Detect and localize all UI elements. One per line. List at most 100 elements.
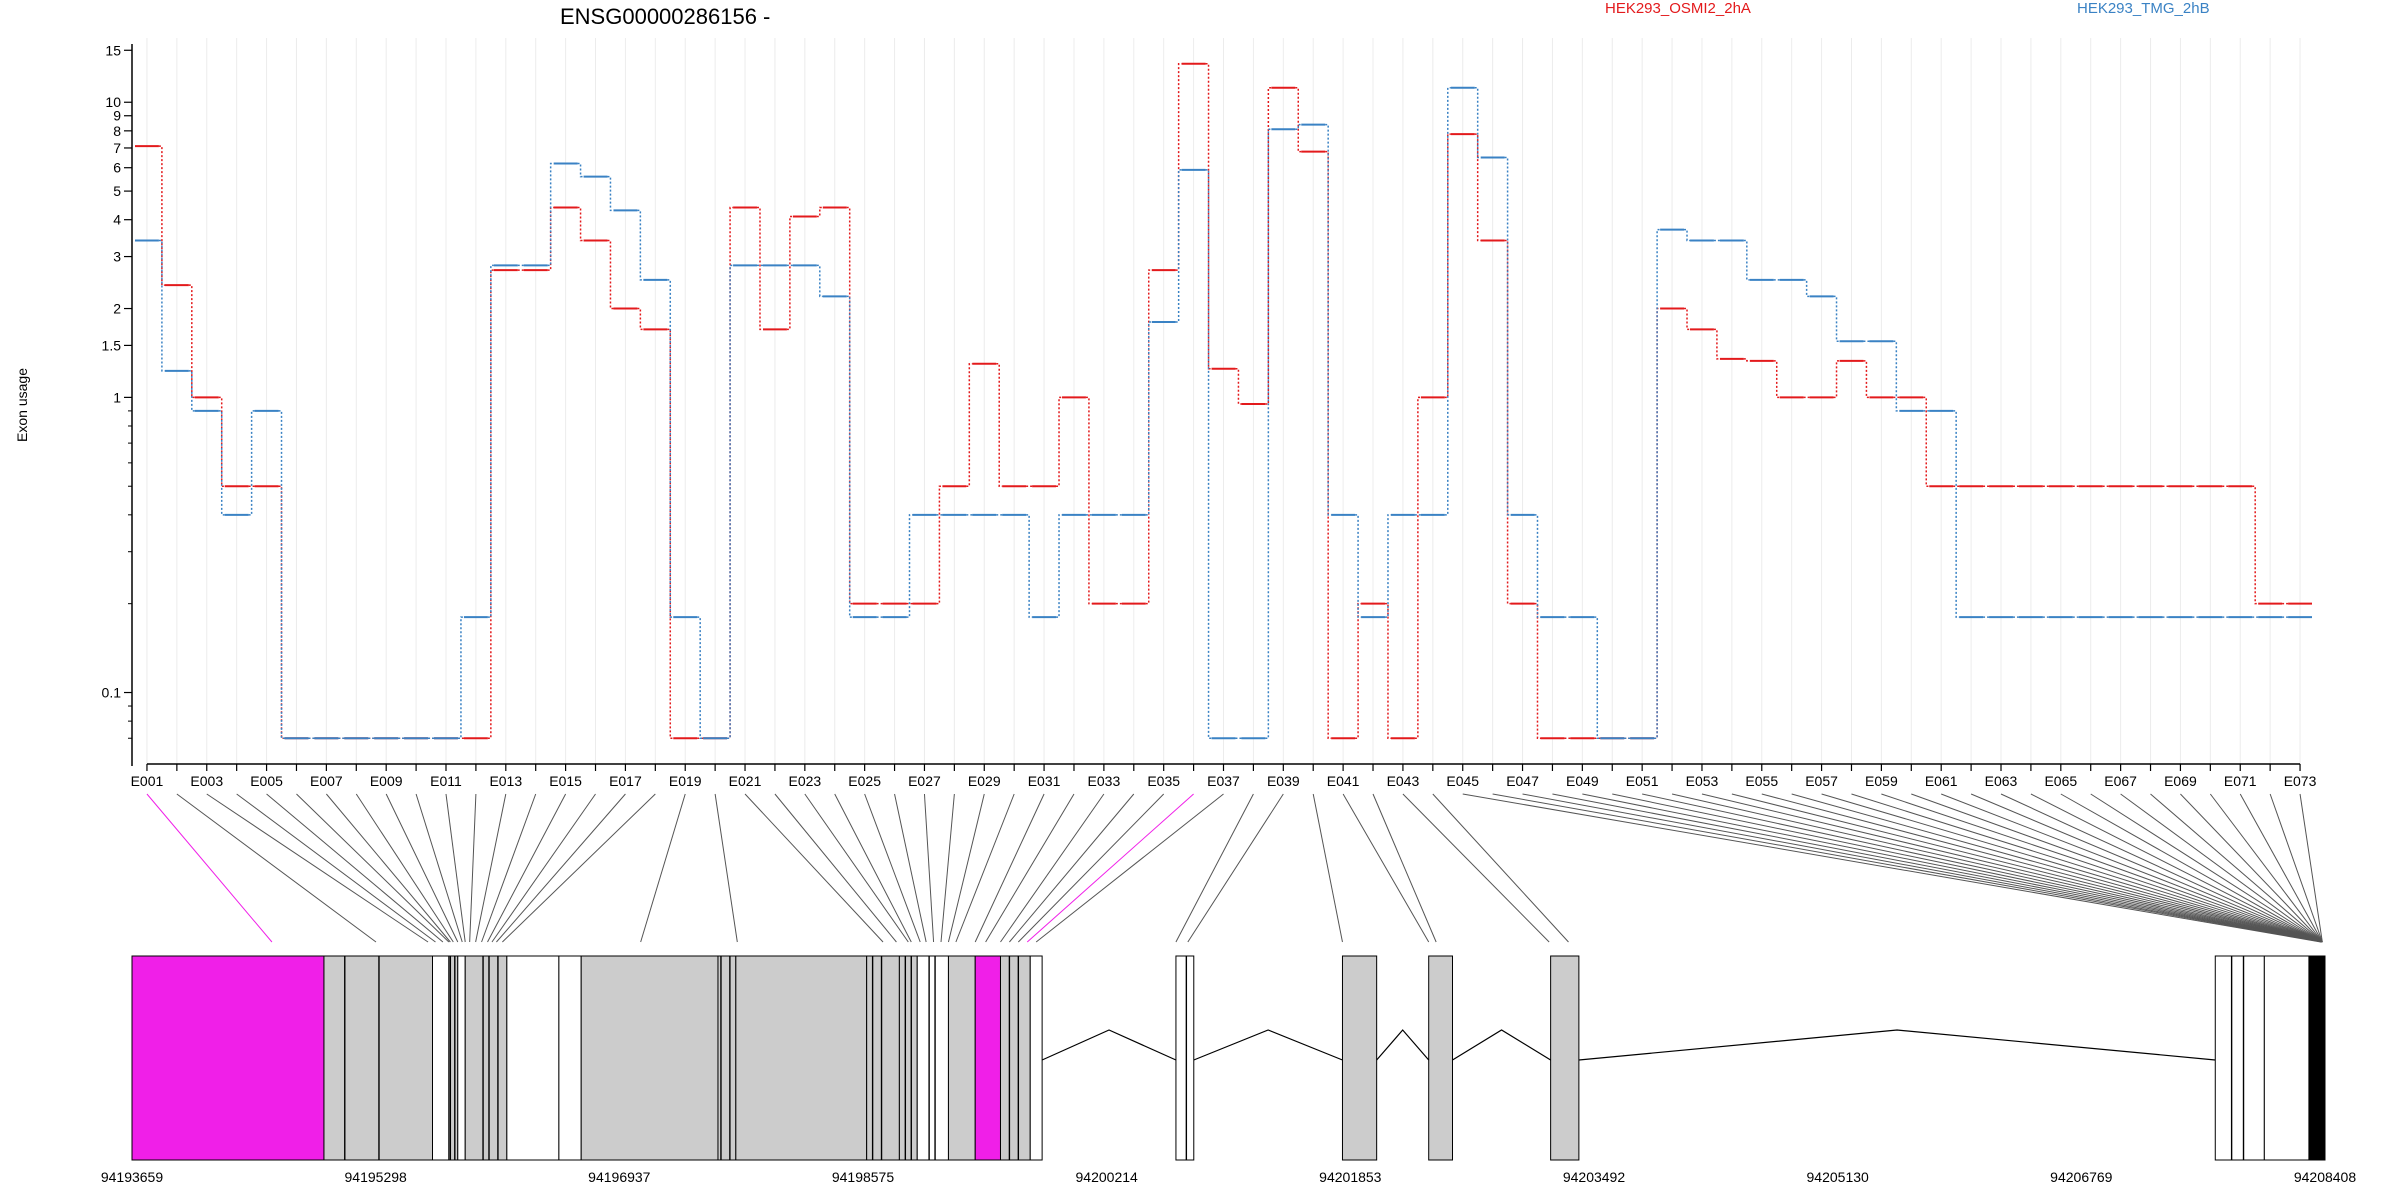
data-step xyxy=(1295,86,1302,153)
data-step xyxy=(1414,396,1421,739)
exon-block xyxy=(1550,955,1580,1161)
exon-connector xyxy=(894,793,927,943)
coordinate-label: 94206769 xyxy=(2050,1169,2113,1185)
exon-connector xyxy=(2239,793,2323,943)
exon-block xyxy=(2308,955,2326,1161)
x-tick-label: E039 xyxy=(1267,773,1300,789)
exon-connector xyxy=(496,793,626,943)
exon-block xyxy=(735,955,868,1161)
x-tick-label: E037 xyxy=(1207,773,1240,789)
exon-block xyxy=(1428,955,1453,1161)
exon-connector xyxy=(481,793,537,943)
x-tick-label: E021 xyxy=(729,773,762,789)
grid-lines xyxy=(146,38,2301,764)
data-step xyxy=(218,396,225,487)
x-tick-label: E007 xyxy=(310,773,343,789)
x-tick-label: E057 xyxy=(1805,773,1838,789)
series-lines xyxy=(135,62,2312,740)
exon-connector xyxy=(974,793,1045,943)
coordinate-label: 94200214 xyxy=(1076,1169,1139,1185)
data-step xyxy=(697,616,704,739)
data-step xyxy=(547,206,554,271)
x-tick-label: E017 xyxy=(609,773,642,789)
exon-connector xyxy=(1009,793,1135,943)
data-step xyxy=(1654,228,1661,739)
exon-connector xyxy=(1342,793,1430,943)
exon-connector xyxy=(714,793,738,943)
exon-connector xyxy=(1881,793,2323,943)
data-step xyxy=(816,206,823,218)
chart-title: ENSG00000286156 - xyxy=(560,4,770,29)
y-tick-label: 9 xyxy=(113,108,121,124)
exon-connector xyxy=(1522,793,2323,943)
exon-connector xyxy=(774,793,897,943)
data-step xyxy=(278,410,285,739)
intron-line xyxy=(1452,1029,1551,1061)
gene-model xyxy=(131,955,2326,1161)
x-tick-label: E031 xyxy=(1028,773,1061,789)
data-step xyxy=(547,162,554,267)
data-step xyxy=(607,239,614,310)
exon-connector xyxy=(1911,793,2323,943)
intron-line xyxy=(1578,1029,2216,1061)
data-step xyxy=(2252,485,2259,605)
data-step xyxy=(1773,360,1780,399)
exon-connector xyxy=(1492,793,2323,943)
series-HEK293_TMG_2hB xyxy=(135,86,2312,740)
y-tick-label: 8 xyxy=(113,123,121,139)
exon-connector xyxy=(1791,793,2323,943)
exon-connector xyxy=(206,793,429,943)
exon-block xyxy=(898,955,918,1161)
data-step xyxy=(1235,368,1242,405)
data-step xyxy=(1594,616,1601,739)
data-step xyxy=(1534,602,1541,739)
exon-connector xyxy=(985,793,1075,943)
legend-label-osmi2: HEK293_OSMI2_2hA xyxy=(1605,0,1751,17)
exon-connector xyxy=(2299,793,2323,943)
exon-connector xyxy=(385,793,459,943)
x-tick-label: E035 xyxy=(1147,773,1180,789)
exon-connector xyxy=(296,793,450,943)
data-step xyxy=(1175,169,1182,323)
exon-connector xyxy=(415,793,463,943)
exon-block xyxy=(2263,955,2310,1161)
exon-connector xyxy=(2269,793,2323,943)
y-tick-label: 6 xyxy=(113,160,121,176)
x-tick-label: E003 xyxy=(190,773,223,789)
data-step xyxy=(1355,602,1362,739)
data-step xyxy=(906,514,913,618)
exon-connector xyxy=(1582,793,2323,943)
exon-connector xyxy=(1312,793,1343,943)
exon-connector xyxy=(1462,793,2321,943)
data-step xyxy=(1833,295,1840,342)
x-tick-label: E071 xyxy=(2224,773,2257,789)
coordinate-label: 94198575 xyxy=(832,1169,895,1185)
exon-connectors xyxy=(146,793,2323,943)
exon-connector xyxy=(1026,793,1194,943)
y-tick-label: 5 xyxy=(113,183,121,199)
exon-connector xyxy=(1701,793,2323,943)
x-tick-label: E045 xyxy=(1446,773,1479,789)
data-step xyxy=(487,264,494,618)
exon-block xyxy=(974,955,1001,1161)
data-step xyxy=(996,363,1003,487)
exon-connector xyxy=(487,793,567,943)
y-axis-label: Exon usage xyxy=(14,368,30,442)
coordinate-label: 94205130 xyxy=(1807,1169,1870,1185)
exon-connector xyxy=(1671,793,2323,943)
exon-connector xyxy=(1432,793,1569,943)
x-tick-label: E015 xyxy=(549,773,582,789)
y-tick-label: 4 xyxy=(113,212,121,228)
data-step xyxy=(188,370,195,412)
data-step xyxy=(1474,86,1481,159)
data-step xyxy=(1504,239,1511,605)
x-tick-label: E005 xyxy=(250,773,283,789)
exon-connector xyxy=(146,793,273,943)
data-step xyxy=(756,206,763,331)
exon-connector xyxy=(1612,793,2323,943)
data-step xyxy=(727,264,734,739)
exon-connector xyxy=(864,793,921,943)
exon-connector xyxy=(1552,793,2323,943)
x-tick-label: E067 xyxy=(2104,773,2137,789)
